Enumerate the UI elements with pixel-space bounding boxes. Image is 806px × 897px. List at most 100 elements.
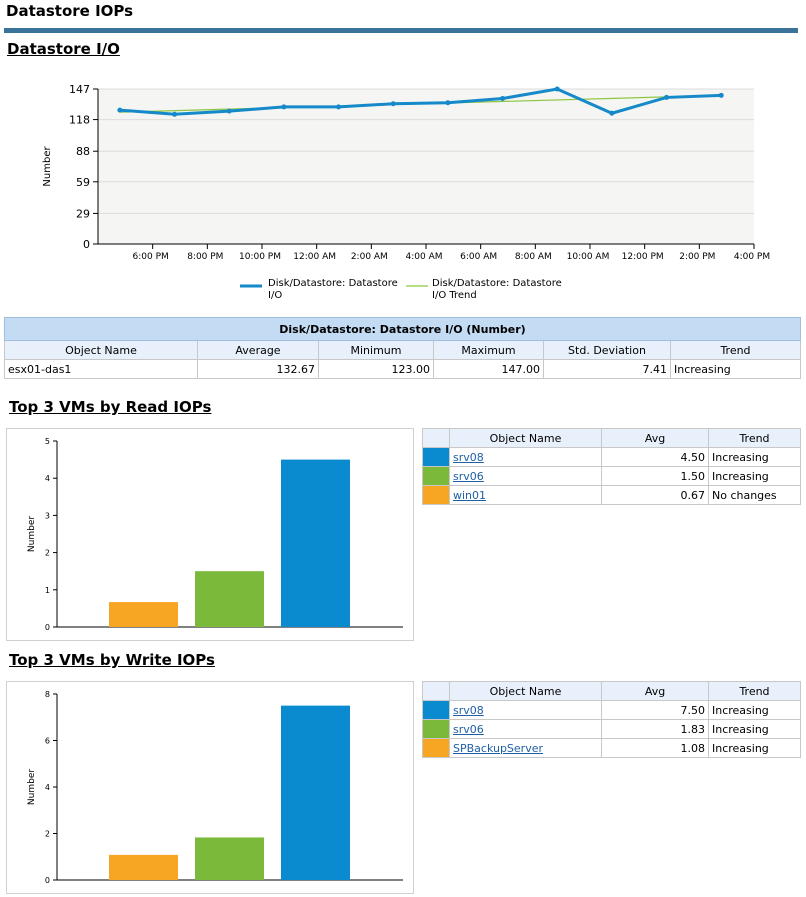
color-swatch — [422, 738, 450, 758]
x-tick-label: 4:00 PM — [734, 252, 770, 262]
x-tick-label: 12:00 AM — [293, 252, 336, 262]
cell-trend: No changes — [708, 485, 801, 505]
y-tick-label: 29 — [76, 207, 90, 220]
bar — [195, 837, 264, 880]
x-tick-label: 2:00 AM — [351, 252, 388, 262]
y-tick-label: 3 — [45, 511, 50, 520]
vm-link[interactable]: srv06 — [453, 469, 484, 483]
vm-link[interactable]: srv06 — [453, 722, 484, 736]
write-vm-table: Object Name Avg Trend srv08 7.50 Increas… — [422, 681, 801, 758]
y-tick-label: 6 — [45, 737, 50, 746]
io-line-chart: 0 29 59 88 118 147 6:00 PM 8:00 PM 10:00 PM 12:00… — [42, 83, 770, 301]
vm-link[interactable]: SPBackupServer — [453, 741, 544, 755]
y-tick-label: 118 — [69, 114, 90, 127]
color-swatch — [422, 700, 450, 720]
page-title: Datastore IOPs — [6, 2, 134, 20]
cell-object-name[interactable]: SPBackupServer — [449, 738, 602, 758]
bar — [109, 854, 178, 880]
cell-trend: Increasing — [708, 738, 801, 758]
cell-object-name[interactable]: win01 — [449, 485, 602, 505]
legend-label-io-line2: I/O — [268, 290, 282, 301]
bar — [195, 571, 264, 627]
legend-label-trend-line2: I/O Trend — [432, 290, 477, 301]
cell-object-name[interactable]: srv06 — [449, 719, 602, 739]
y-tick-label: 4 — [45, 783, 50, 792]
col-swatch — [422, 681, 450, 701]
table-row: srv08 4.50 Increasing — [422, 447, 801, 467]
read-bar-chart: 0 1 2 3 4 5 Number — [27, 437, 403, 632]
data-point — [609, 110, 615, 116]
col-average: Average — [197, 340, 319, 360]
cell-object-name[interactable]: srv06 — [449, 466, 602, 486]
write-bar-chart: 0 2 4 6 8 Number — [27, 690, 403, 885]
read-chart-frame: 0 1 2 3 4 5 Number — [6, 428, 414, 641]
write-chart-frame: 0 2 4 6 8 Number — [6, 681, 414, 894]
table-row: srv06 1.50 Increasing — [422, 466, 801, 486]
table-row: srv08 7.50 Increasing — [422, 700, 801, 720]
x-tick-label: 6:00 AM — [460, 252, 497, 262]
col-object-name: Object Name — [4, 340, 198, 360]
cell-minimum: 123.00 — [318, 359, 434, 379]
x-tick-label: 2:00 PM — [679, 252, 715, 262]
io-stats-table: Disk/Datastore: Datastore I/O (Number) O… — [4, 317, 801, 379]
section-title-read: Top 3 VMs by Read IOPs — [9, 398, 212, 416]
y-tick-label: 8 — [45, 690, 50, 699]
cell-avg: 1.08 — [601, 738, 709, 758]
col-avg: Avg — [601, 428, 709, 448]
cell-std-deviation: 7.41 — [543, 359, 671, 379]
table-row: win01 0.67 No changes — [422, 485, 801, 505]
bar — [281, 459, 350, 627]
cell-object-name[interactable]: srv08 — [449, 447, 602, 467]
io-table-caption: Disk/Datastore: Datastore I/O (Number) — [4, 317, 801, 341]
cell-avg: 7.50 — [601, 700, 709, 720]
x-tick-label: 8:00 PM — [187, 252, 223, 262]
y-tick-label: 59 — [76, 176, 90, 189]
data-point — [718, 92, 724, 98]
x-tick-label: 10:00 AM — [567, 252, 610, 262]
cell-maximum: 147.00 — [433, 359, 544, 379]
x-tick-label: 8:00 AM — [515, 252, 552, 262]
y-tick-label: 88 — [76, 145, 90, 158]
y-tick-label: 2 — [45, 830, 50, 839]
col-object-name: Object Name — [449, 428, 602, 448]
bar — [281, 705, 350, 880]
cell-object-name[interactable]: srv08 — [449, 700, 602, 720]
bar — [109, 602, 178, 627]
y-tick-label: 4 — [45, 474, 50, 483]
col-trend: Trend — [708, 681, 801, 701]
y-axis-label: Number — [27, 769, 37, 805]
color-swatch — [422, 447, 450, 467]
data-point — [226, 108, 232, 114]
col-object-name: Object Name — [449, 681, 602, 701]
cell-trend: Increasing — [708, 466, 801, 486]
data-point — [664, 94, 670, 100]
data-point — [554, 86, 560, 92]
x-tick-label: 6:00 PM — [133, 252, 169, 262]
vm-link[interactable]: srv08 — [453, 450, 484, 464]
col-std-deviation: Std. Deviation — [543, 340, 671, 360]
cell-trend: Increasing — [708, 719, 801, 739]
cell-avg: 1.50 — [601, 466, 709, 486]
vm-link[interactable]: win01 — [453, 488, 487, 502]
x-tick-label: 10:00 PM — [239, 252, 281, 262]
table-row: srv06 1.83 Increasing — [422, 719, 801, 739]
data-point — [500, 95, 506, 101]
data-point — [281, 104, 287, 110]
plot-area — [98, 89, 754, 244]
x-tick-label: 4:00 AM — [406, 252, 443, 262]
col-maximum: Maximum — [433, 340, 544, 360]
color-swatch — [422, 719, 450, 739]
cell-avg: 0.67 — [601, 485, 709, 505]
section-title-write: Top 3 VMs by Write IOPs — [9, 651, 215, 669]
data-point — [336, 104, 342, 110]
color-swatch — [422, 466, 450, 486]
col-trend: Trend — [708, 428, 801, 448]
cell-avg: 1.83 — [601, 719, 709, 739]
vm-link[interactable]: srv08 — [453, 703, 484, 717]
title-rule — [4, 28, 798, 33]
data-point — [390, 101, 396, 107]
cell-trend: Increasing — [670, 359, 801, 379]
read-vm-table: Object Name Avg Trend srv08 4.50 Increas… — [422, 428, 801, 505]
y-tick-label: 0 — [83, 238, 90, 251]
cell-object-name: esx01-das1 — [4, 359, 198, 379]
